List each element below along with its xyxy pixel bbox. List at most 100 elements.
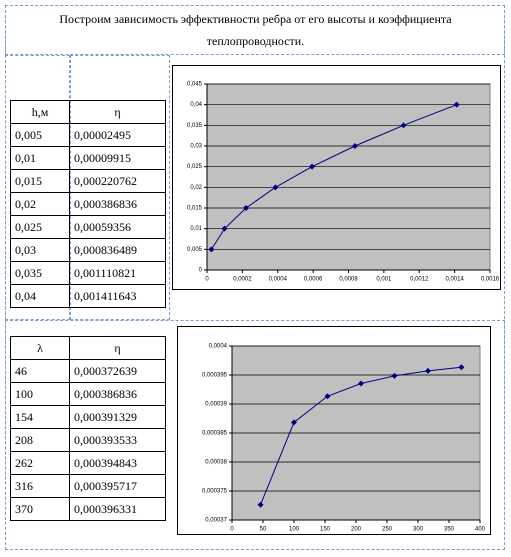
- table-cell: 208: [10, 428, 70, 452]
- y-tick-label: 0,000375: [202, 489, 228, 495]
- table: h,м η 0,005 0,00002495 0,01 0,00009915 0,015 0,…: [10, 100, 166, 308]
- table-cell: 0,000220762: [69, 169, 166, 193]
- table-row: 0,02 0,000386836: [10, 192, 166, 216]
- y-tick-label: 0,0004: [209, 344, 228, 350]
- table-cell: 154: [10, 405, 70, 429]
- table-cell: 0,000394843: [69, 451, 166, 475]
- data-point: [424, 367, 431, 374]
- table-cell: 0,005: [10, 123, 70, 147]
- y-tick-label: 0,02: [190, 185, 202, 191]
- x-tick-label: 300: [413, 527, 424, 533]
- table-cell: 0,000372639: [69, 359, 166, 383]
- x-tick-label: 0: [205, 277, 209, 283]
- plot-area: [206, 83, 491, 271]
- x-tick-label: 400: [475, 527, 486, 533]
- table-row: 154 0,000391329: [10, 405, 166, 429]
- data-point: [324, 393, 331, 400]
- data-point: [208, 246, 215, 253]
- y-tick-label: 0,01: [190, 226, 202, 232]
- table-cell: 0,00009915: [69, 146, 166, 170]
- table-cell: 100: [10, 382, 70, 406]
- data-line: [210, 104, 457, 250]
- table-row: 100 0,000386836: [10, 382, 166, 406]
- chart: 0 0,005 0,01 0,015 0,02 0,025 0,03 0,035 0,04 0,0…: [172, 65, 501, 290]
- table-row: 0,035 0,001110821: [10, 261, 166, 285]
- data-point: [400, 122, 407, 129]
- table-cell: 0,000386836: [69, 192, 166, 216]
- table-cell: 0,03: [10, 238, 70, 262]
- y-tick-label: 0,035: [187, 123, 203, 129]
- data-point: [351, 143, 358, 149]
- table-cell: 0,000391329: [69, 405, 166, 429]
- table-cell: 0,01: [10, 146, 70, 170]
- table-cell: 0,001110821: [69, 261, 166, 285]
- table-row: h,м η: [10, 100, 166, 124]
- x-tick-label: 200: [351, 527, 362, 533]
- table-row: 0,015 0,000220762: [10, 169, 166, 193]
- table-cell: 0,000836489: [69, 238, 166, 262]
- table: λ η 46 0,000372639 100 0,000386836 154 0,000391…: [10, 336, 166, 521]
- table-row: 208 0,000393533: [10, 428, 166, 452]
- table-cell: 46: [10, 359, 70, 383]
- y-tick-label: 0,00038: [205, 460, 227, 466]
- table-cell: 0,00059356: [69, 215, 166, 239]
- table-cell: 0,000393533: [69, 428, 166, 452]
- data-point: [221, 225, 228, 232]
- data-point: [243, 205, 250, 211]
- x-tick-label: 350: [444, 527, 455, 533]
- table-row: 0,01 0,00009915: [10, 146, 166, 170]
- x-tick-label: 0,0014: [445, 277, 464, 283]
- y-tick-label: 0,000395: [202, 373, 228, 379]
- table-row: 370 0,000396331: [10, 497, 166, 521]
- y-tick-label: 0,000385: [202, 431, 228, 437]
- table-cell: η: [69, 100, 166, 124]
- table-cell: λ: [10, 336, 70, 360]
- table-cell: 0,025: [10, 215, 70, 239]
- data-point: [391, 372, 398, 379]
- data-point: [458, 364, 465, 371]
- data-point: [357, 380, 364, 387]
- table-cell: 316: [10, 474, 70, 498]
- data-point: [272, 184, 279, 191]
- chart: 0,00037 0,000375 0,00038 0,000385 0,00039 0,0…: [177, 326, 491, 535]
- y-tick-label: 0: [199, 268, 203, 274]
- table-row: 0,03 0,000836489: [10, 238, 166, 262]
- table-cell: 0,015: [10, 169, 70, 193]
- y-tick-label: 0,045: [187, 82, 203, 88]
- grid-cell: [5, 320, 505, 550]
- table-cell: 0,000395717: [69, 474, 166, 498]
- table-row: 262 0,000394843: [10, 451, 166, 475]
- table-row: 316 0,000395717: [10, 474, 166, 498]
- table-cell: 262: [10, 451, 70, 475]
- x-tick-label: 0,0002: [233, 277, 252, 283]
- table-cell: 370: [10, 497, 70, 521]
- x-tick-label: 50: [260, 527, 267, 533]
- table-cell: 0,001411643: [69, 284, 166, 308]
- table-cell: 0,00002495: [69, 123, 166, 147]
- table-cell: 0,04: [10, 284, 70, 308]
- y-tick-label: 0,03: [190, 144, 202, 150]
- table-cell: 0,000396331: [69, 497, 166, 521]
- y-tick-label: 0,015: [187, 206, 203, 212]
- table-row: 46 0,000372639: [10, 359, 166, 383]
- x-tick-label: 150: [320, 527, 331, 533]
- title-frame: [5, 5, 505, 55]
- x-tick-label: 0,0008: [339, 277, 358, 283]
- x-tick-label: 0,0016: [481, 277, 500, 283]
- x-tick-label: 0,0004: [269, 277, 288, 283]
- data-point: [291, 419, 297, 426]
- y-tick-label: 0,005: [187, 247, 203, 253]
- x-tick-label: 0: [230, 527, 234, 533]
- table-cell: 0,000386836: [69, 382, 166, 406]
- table-row: 0,005 0,00002495: [10, 123, 166, 147]
- y-tick-label: 0,00037: [205, 518, 227, 524]
- data-point: [308, 163, 315, 170]
- table-row: 0,025 0,00059356: [10, 215, 166, 239]
- data-point: [257, 501, 264, 508]
- y-tick-label: 0,04: [190, 102, 202, 108]
- x-tick-label: 0,001: [376, 277, 392, 283]
- table-cell: 0,035: [10, 261, 70, 285]
- table-cell: h,м: [10, 100, 70, 124]
